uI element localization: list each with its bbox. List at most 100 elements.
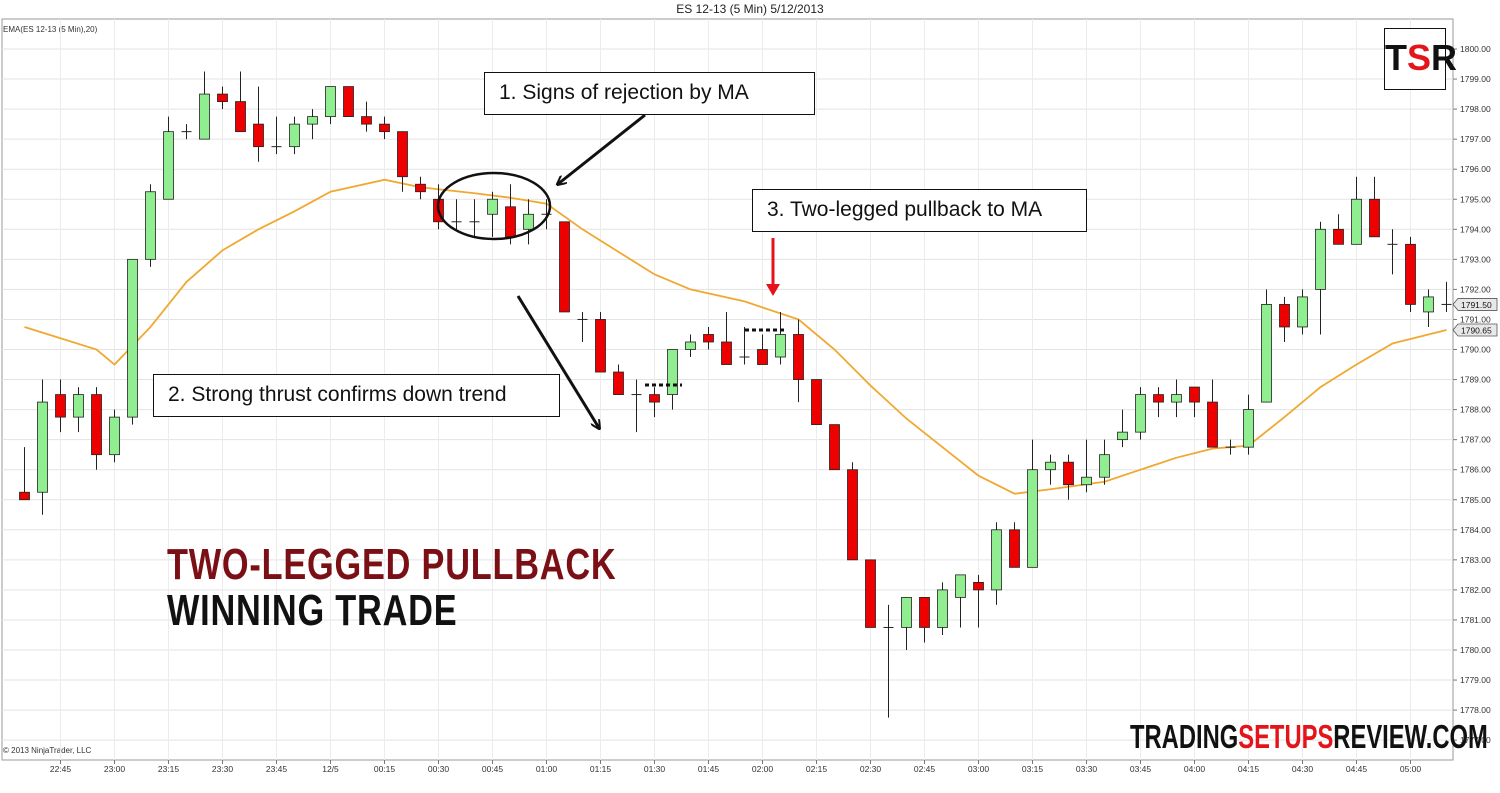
candle-down — [919, 597, 930, 628]
candle-down — [235, 101, 246, 133]
annotation-rejection: 1. Signs of rejection by MA — [484, 72, 815, 115]
candle-up — [1081, 476, 1092, 486]
candle-up — [487, 198, 498, 215]
y-tick-label: 1778.00 — [1460, 705, 1491, 715]
x-tick-label: 02:00 — [752, 764, 774, 774]
x-tick-label: 22:45 — [50, 764, 72, 774]
ema-line — [24, 178, 1447, 495]
candle-down — [1279, 304, 1290, 328]
y-tick-label: 1789.00 — [1460, 375, 1491, 385]
candle-up — [199, 93, 210, 140]
candle-up — [73, 394, 84, 418]
x-tick-label: 01:45 — [698, 764, 720, 774]
candle-down — [1153, 394, 1164, 403]
candle-up — [1171, 394, 1182, 403]
y-tick-label: 1786.00 — [1460, 465, 1491, 475]
candle-up — [1027, 469, 1038, 568]
y-tick-label: 1788.00 — [1460, 405, 1491, 415]
candle-up — [955, 574, 966, 598]
candle-up — [685, 341, 696, 350]
x-tick-label: 03:00 — [968, 764, 990, 774]
candle-up — [523, 213, 534, 230]
candle-down — [1369, 198, 1380, 238]
candle-down — [1405, 243, 1416, 305]
candle-down — [559, 221, 570, 313]
y-tick-label: 1795.00 — [1460, 194, 1491, 204]
y-tick-label: 1800.00 — [1460, 44, 1491, 54]
candle-down — [703, 334, 714, 343]
candle-up — [901, 597, 912, 628]
y-tick-label: 1783.00 — [1460, 555, 1491, 565]
candle-up — [937, 589, 948, 628]
y-tick-label: 1799.00 — [1460, 74, 1491, 84]
candle-up — [1045, 461, 1056, 471]
candle-up — [289, 123, 300, 148]
y-tick-label: 1790.00 — [1460, 345, 1491, 355]
rejection-ellipse — [436, 171, 552, 241]
candle-up — [145, 191, 156, 260]
candle-down — [1207, 401, 1218, 448]
price-marker-label: 1791.50 — [1461, 300, 1492, 310]
logo-letter-s: S — [1407, 37, 1432, 78]
candle-up — [1117, 431, 1128, 441]
candle-down — [505, 206, 516, 238]
x-tick-label: 04:45 — [1346, 764, 1368, 774]
brand-part-trading: TRADING — [1130, 718, 1239, 755]
x-tick-label: 12/5 — [322, 764, 339, 774]
candle-up — [307, 116, 318, 125]
y-tick-label: 1785.00 — [1460, 495, 1491, 505]
candle-up — [1135, 394, 1146, 433]
candle-down — [757, 349, 768, 365]
indicator-label: EMA(ES 12-13 (5 Min),20) — [3, 25, 98, 34]
annotation-thrust: 2. Strong thrust confirms down trend — [153, 374, 560, 417]
candle-up — [991, 529, 1002, 591]
candle-up — [127, 258, 138, 418]
candle-down — [397, 131, 408, 178]
candle-up — [1315, 228, 1326, 290]
y-tick-label: 1797.00 — [1460, 134, 1491, 144]
tsr-logo: TSR — [1384, 28, 1457, 90]
x-tick-label: 00:30 — [428, 764, 450, 774]
y-tick-label: 1798.00 — [1460, 104, 1491, 114]
annotation-pullback: 3. Two-legged pullback to MA — [752, 189, 1087, 232]
candle-down — [361, 116, 372, 125]
candle-down — [595, 319, 606, 373]
y-tick-label: 1782.00 — [1460, 585, 1491, 595]
logo-letter-t: T — [1385, 37, 1407, 78]
arrow-rejection — [558, 113, 646, 184]
candle-up — [1297, 296, 1308, 328]
candle-down — [55, 394, 66, 418]
arrow-thrust — [516, 295, 599, 428]
brand-part-review: REVIEW.COM — [1333, 718, 1488, 755]
price-marker-box — [1452, 323, 1498, 337]
candle-down — [649, 394, 660, 403]
brand-part-setups: SETUPS — [1238, 718, 1334, 755]
candle-down — [343, 86, 354, 118]
y-tick-label: 1796.00 — [1460, 164, 1491, 174]
x-tick-label: 01:00 — [536, 764, 558, 774]
x-tick-label: 03:45 — [1130, 764, 1152, 774]
plot-frame — [1, 18, 1454, 761]
candle-down — [253, 123, 264, 148]
y-tick-label: 1793.00 — [1460, 254, 1491, 264]
candle-up — [109, 416, 120, 456]
y-tick-label: 1794.00 — [1460, 224, 1491, 234]
candle-down — [1009, 529, 1020, 568]
x-tick-label: 02:15 — [806, 764, 828, 774]
candle-down — [613, 371, 624, 395]
x-tick-label: 01:30 — [644, 764, 666, 774]
x-tick-label: 23:15 — [158, 764, 180, 774]
candle-up — [1261, 304, 1272, 403]
candle-up — [1099, 454, 1110, 478]
candle-up — [1423, 296, 1434, 313]
x-tick-label: 02:30 — [860, 764, 882, 774]
y-tick-label: 1784.00 — [1460, 525, 1491, 535]
candle-up — [325, 86, 336, 118]
x-tick-label: 04:15 — [1238, 764, 1260, 774]
candle-down — [847, 469, 858, 561]
y-tick-label: 1779.00 — [1460, 675, 1491, 685]
copyright-label: © 2013 NinjaTrader, LLC — [3, 746, 92, 755]
y-tick-label: 1780.00 — [1460, 645, 1491, 655]
candle-up — [1351, 198, 1362, 245]
